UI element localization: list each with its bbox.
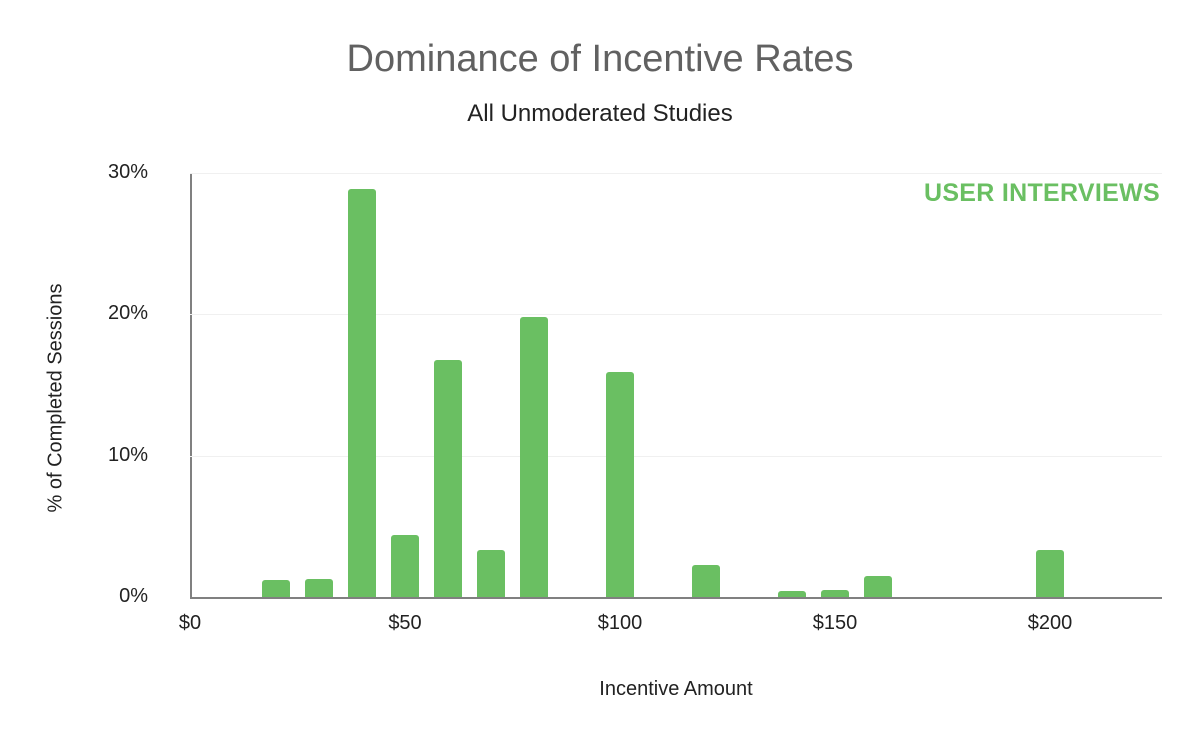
x-tick-label: $0 [178, 612, 202, 634]
bar [262, 580, 290, 597]
gridline [190, 314, 1162, 316]
bar [692, 564, 720, 597]
x-tick-label: $150 [812, 612, 858, 634]
brand-watermark: USER INTERVIEWS [923, 179, 1160, 207]
bar [520, 317, 548, 597]
bar [391, 534, 419, 597]
y-tick-label: 20% [107, 302, 148, 325]
y-tick-label: 30% [107, 161, 148, 183]
chart-title: Dominance of Incentive Rates [346, 38, 854, 80]
gridline [190, 173, 1162, 174]
x-tick-label: $100 [597, 612, 643, 634]
bar [606, 372, 634, 597]
chart-subtitle: All Unmoderated Studies [467, 100, 733, 127]
x-axis-line [190, 597, 1162, 599]
x-tick-label: $50 [388, 612, 422, 634]
gridline [190, 455, 1162, 457]
bar [864, 575, 892, 597]
bar [348, 188, 376, 597]
plot-area [190, 173, 1162, 599]
bar [305, 578, 333, 597]
x-axis-label: Incentive Amount [599, 678, 753, 700]
x-tick-label: $200 [1027, 612, 1073, 634]
y-tick-label: 0% [119, 585, 148, 607]
bar [1036, 550, 1064, 597]
bar [434, 359, 462, 597]
y-tick-label: 10% [107, 443, 148, 466]
y-axis-line [190, 173, 192, 598]
bar [821, 589, 849, 597]
bar [477, 550, 505, 597]
y-axis-label: % of Completed Sessions [44, 283, 67, 513]
bar [778, 591, 806, 597]
